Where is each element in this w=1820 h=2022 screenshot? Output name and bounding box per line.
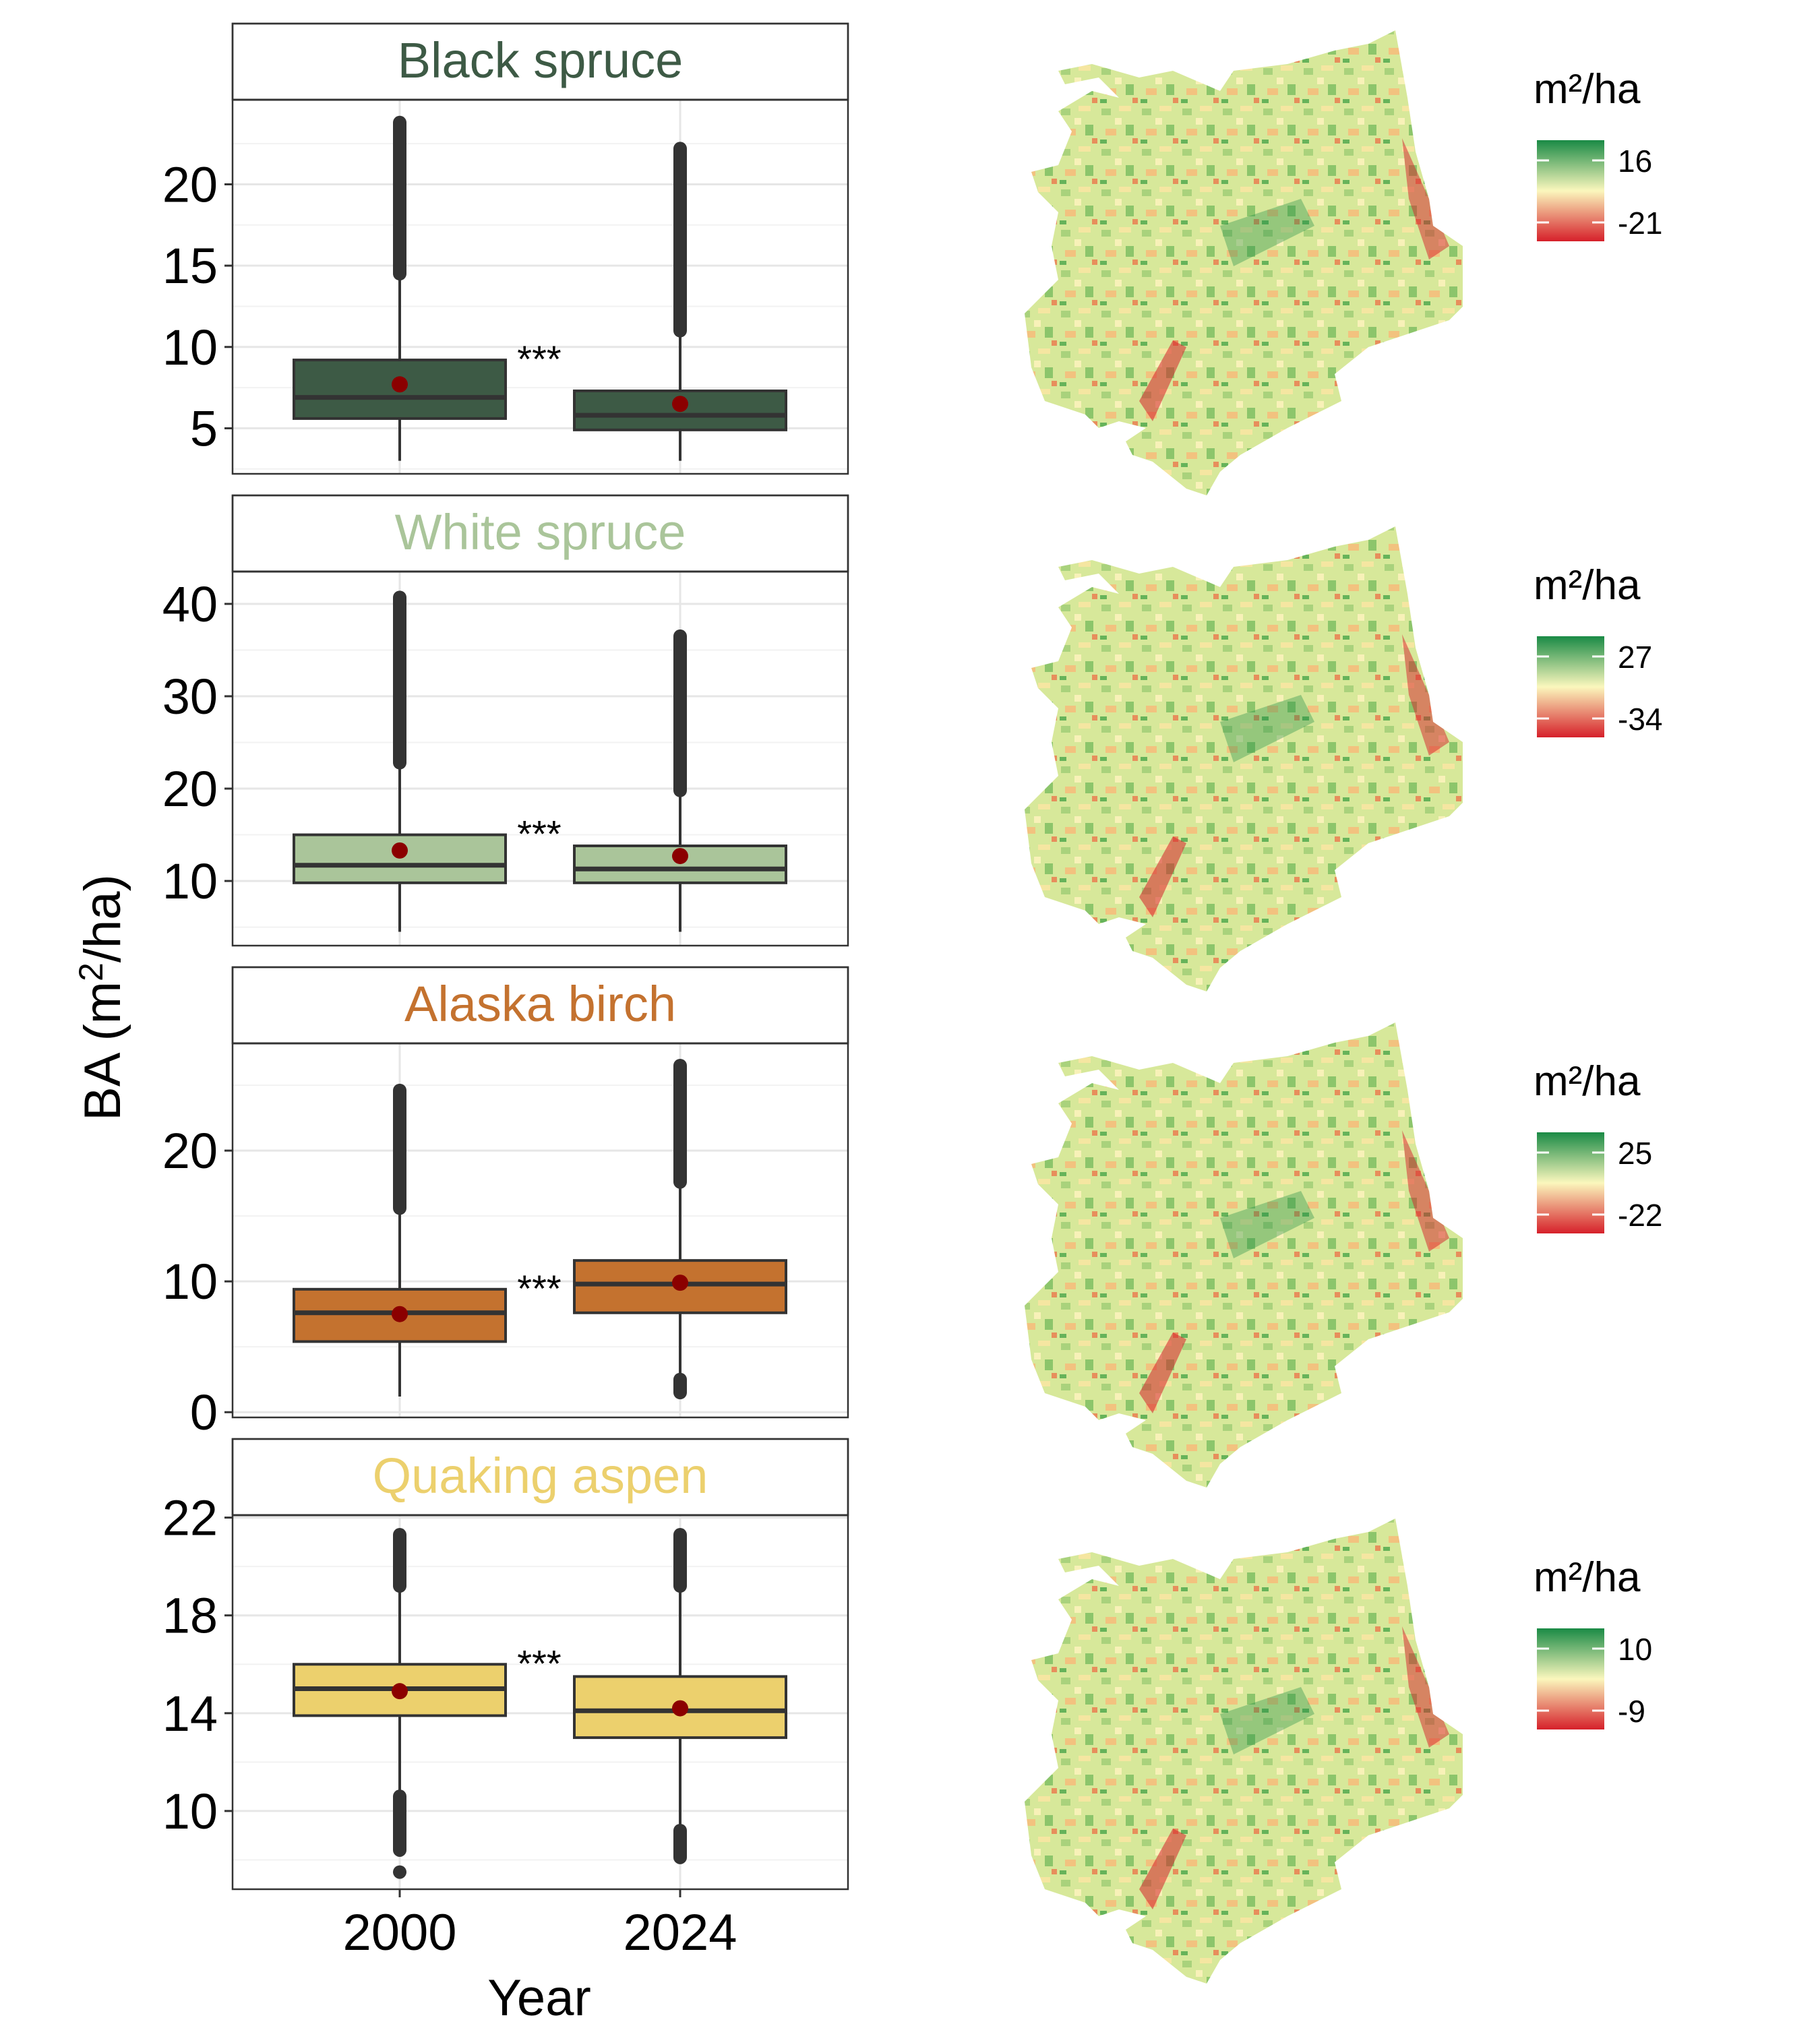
x-tick-label: 2000 bbox=[342, 1904, 456, 1961]
y-tick-label: 20 bbox=[162, 156, 218, 212]
legend-min-label: -9 bbox=[1618, 1694, 1645, 1729]
panel-strip bbox=[231, 22, 849, 101]
iqr-box bbox=[293, 833, 507, 884]
panel-border bbox=[231, 494, 849, 947]
map-hotspot bbox=[1220, 695, 1314, 762]
panel-border bbox=[231, 22, 849, 475]
y-axis-label-sup: 2 bbox=[72, 962, 110, 981]
legend-colorbar bbox=[1537, 140, 1604, 241]
y-tick-label: 20 bbox=[162, 1123, 218, 1179]
mean-point bbox=[672, 848, 688, 865]
panel-quaking-aspen: Quaking aspen 10 14 18 22 *** 2000 2024 bbox=[162, 1438, 849, 1961]
y-tick-label: 0 bbox=[190, 1384, 218, 1440]
mean-point bbox=[392, 376, 408, 393]
mean-point bbox=[672, 396, 688, 412]
legend-max-label: 10 bbox=[1618, 1632, 1652, 1667]
mean-point bbox=[392, 1683, 408, 1700]
map-panel-2: m²/ha 27 -34 bbox=[1025, 526, 1662, 991]
y-tick-label: 14 bbox=[162, 1686, 218, 1742]
panel-border bbox=[231, 966, 849, 1419]
map-hotspot bbox=[1139, 1332, 1186, 1413]
legend-title: m²/ha bbox=[1534, 562, 1641, 609]
legend-title: m²/ha bbox=[1534, 1058, 1641, 1105]
mean-point bbox=[672, 1700, 688, 1717]
outlier-point bbox=[393, 1865, 406, 1879]
map-hotspot bbox=[1402, 1130, 1449, 1252]
legend-min-label: -22 bbox=[1618, 1198, 1662, 1233]
y-axis-label: BA (m2/ha) bbox=[72, 874, 131, 1121]
plot-background bbox=[233, 572, 848, 946]
legend-max-label: 25 bbox=[1618, 1136, 1652, 1171]
significance-label: *** bbox=[517, 813, 561, 855]
map-hotspot bbox=[1220, 199, 1314, 266]
map-hotspot bbox=[1402, 138, 1449, 259]
map-hotspot bbox=[1402, 634, 1449, 756]
panel-white-spruce: White spruce 10 20 30 40 *** bbox=[162, 494, 849, 947]
panel-strip bbox=[231, 494, 849, 573]
legend-colorbar bbox=[1537, 1132, 1604, 1233]
y-tick-label: 15 bbox=[162, 238, 218, 294]
map-hotspot bbox=[1139, 340, 1186, 421]
y-tick-label: 30 bbox=[162, 669, 218, 725]
legend-colorbar bbox=[1537, 1628, 1604, 1729]
plot-background bbox=[233, 1043, 848, 1417]
y-tick-label: 10 bbox=[162, 853, 218, 909]
panel-title: White spruce bbox=[395, 504, 686, 560]
y-tick-label: 18 bbox=[162, 1588, 218, 1644]
box-2024 bbox=[573, 1058, 787, 1400]
map-panel-3: m²/ha 25 -22 bbox=[1025, 1022, 1662, 1488]
legend-min-label: -21 bbox=[1618, 206, 1662, 241]
y-tick-label: 10 bbox=[162, 1783, 218, 1839]
mean-point bbox=[392, 842, 408, 859]
change-map bbox=[1025, 1022, 1463, 1488]
box-2000 bbox=[293, 1528, 507, 1879]
box-2000 bbox=[293, 1083, 507, 1397]
map-hotspot bbox=[1139, 1829, 1186, 1909]
box-2000 bbox=[293, 590, 507, 932]
y-tick-label: 5 bbox=[190, 400, 218, 456]
change-map bbox=[1025, 526, 1463, 991]
mean-point bbox=[672, 1275, 688, 1291]
x-tick-label: 2024 bbox=[623, 1904, 737, 1961]
panel-border bbox=[231, 1438, 849, 1891]
box-2024 bbox=[573, 629, 787, 932]
y-axis-label-tail: /ha) bbox=[74, 874, 131, 962]
panel-alaska-birch: Alaska birch 0 10 20 *** bbox=[162, 966, 849, 1440]
change-map bbox=[1025, 1519, 1463, 1984]
box-2024 bbox=[573, 142, 787, 461]
legend-colorbar bbox=[1537, 636, 1604, 737]
panel-black-spruce: Black spruce 5 10 15 20 *** bbox=[162, 22, 849, 475]
map-panel-1: m²/ha 16 -21 bbox=[1025, 30, 1662, 495]
map-hotspot bbox=[1402, 1626, 1449, 1748]
legend-title: m²/ha bbox=[1534, 1554, 1641, 1601]
y-axis-label-main: BA (m bbox=[74, 981, 131, 1121]
significance-label: *** bbox=[517, 1267, 561, 1310]
y-tick-label: 40 bbox=[162, 576, 218, 632]
legend-max-label: 16 bbox=[1618, 144, 1652, 179]
map-hotspot bbox=[1220, 1687, 1314, 1754]
y-tick-label: 10 bbox=[162, 319, 218, 375]
panel-title: Quaking aspen bbox=[373, 1448, 708, 1504]
mean-point bbox=[392, 1306, 408, 1322]
y-tick-label: 22 bbox=[162, 1490, 218, 1546]
y-tick-label: 20 bbox=[162, 761, 218, 817]
map-hotspot bbox=[1220, 1191, 1314, 1258]
panel-title: Black spruce bbox=[398, 32, 684, 88]
panel-title: Alaska birch bbox=[404, 976, 676, 1032]
map-hotspot bbox=[1139, 836, 1186, 917]
significance-label: *** bbox=[517, 338, 561, 380]
legend-title: m²/ha bbox=[1534, 66, 1641, 113]
panel-strip bbox=[231, 966, 849, 1045]
box-2000 bbox=[293, 115, 507, 461]
legend-min-label: -34 bbox=[1618, 702, 1662, 737]
x-axis-label: Year bbox=[487, 1969, 591, 2022]
significance-label: *** bbox=[517, 1642, 561, 1684]
change-map bbox=[1025, 30, 1463, 495]
map-panel-4: m²/ha 10 -9 bbox=[1025, 1519, 1652, 1984]
legend-max-label: 27 bbox=[1618, 640, 1652, 675]
y-tick-label: 10 bbox=[162, 1254, 218, 1310]
box-2024 bbox=[573, 1528, 787, 1864]
